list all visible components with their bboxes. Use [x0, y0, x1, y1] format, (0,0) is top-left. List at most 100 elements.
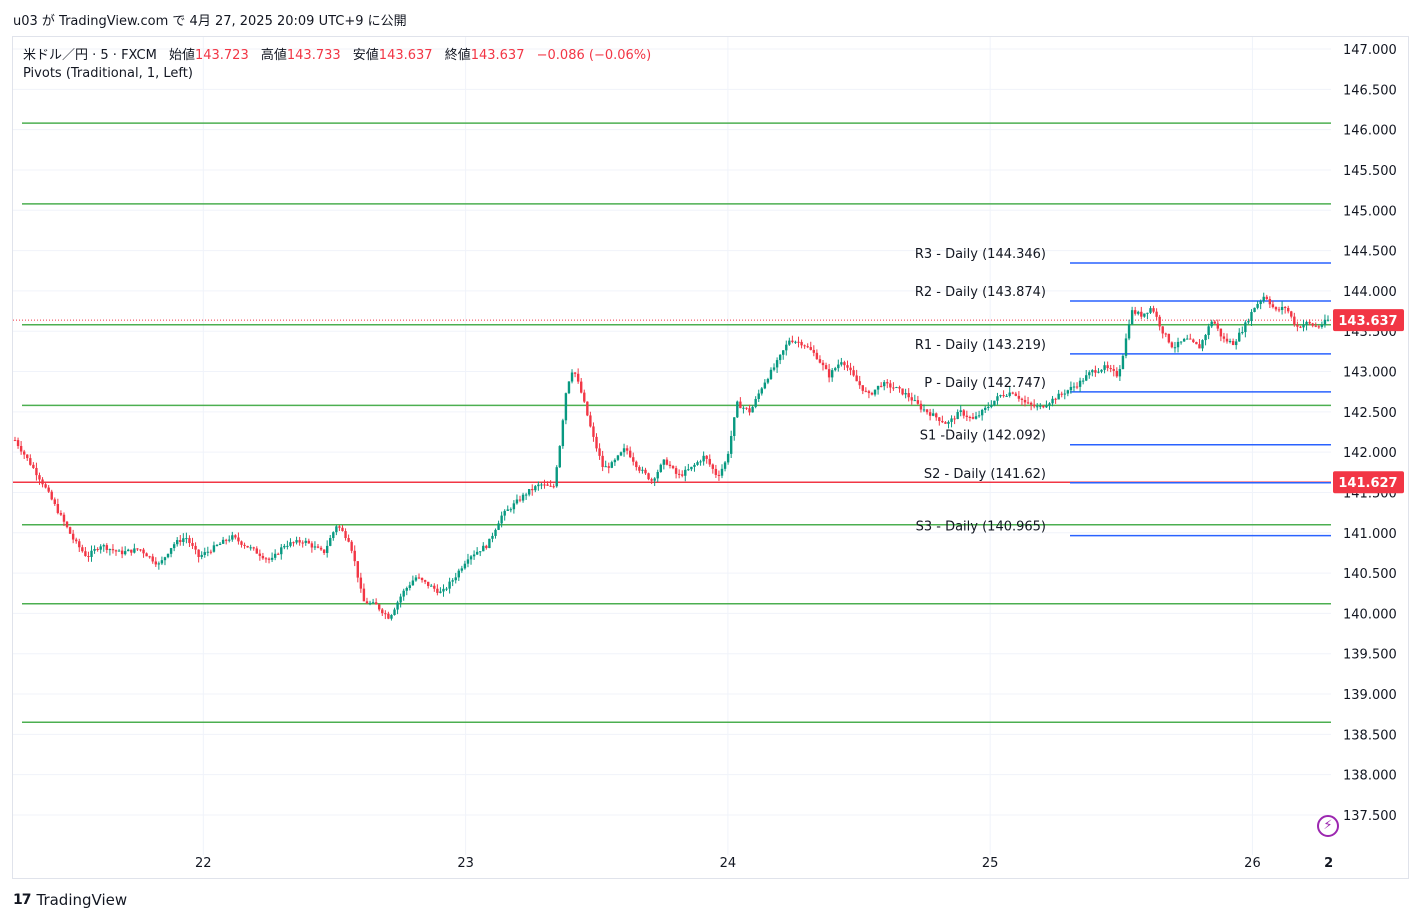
- candle-body: [1225, 338, 1229, 342]
- candle-body: [1036, 406, 1039, 408]
- candle-body: [280, 547, 283, 555]
- candle-body: [1133, 310, 1137, 314]
- candle-body: [1167, 333, 1171, 343]
- candle-body: [846, 365, 849, 368]
- candle-body: [301, 542, 304, 544]
- candle-body: [1075, 386, 1079, 388]
- candle-body: [255, 548, 258, 554]
- candle-body: [44, 484, 47, 488]
- candle-body: [818, 359, 822, 363]
- candle-body: [460, 568, 464, 571]
- candle-body: [384, 613, 387, 615]
- candle-body: [108, 549, 112, 551]
- candle-body: [729, 435, 733, 454]
- candle-body: [99, 546, 102, 550]
- candle-body: [433, 585, 436, 589]
- candle-body: [956, 411, 959, 420]
- candle-body: [466, 559, 470, 564]
- candle-body: [436, 588, 439, 593]
- candle-body: [843, 362, 846, 366]
- lightning-icon[interactable]: ⚡: [1317, 815, 1339, 837]
- candle-body: [736, 401, 739, 418]
- candle-body: [558, 446, 561, 468]
- candle-body: [876, 385, 880, 390]
- candle-body: [580, 381, 583, 393]
- candle-body: [1155, 311, 1158, 317]
- candle-body: [852, 370, 855, 376]
- candle-body: [1192, 339, 1195, 343]
- candle-body: [1005, 395, 1008, 397]
- candle-body: [374, 602, 378, 605]
- candle-body: [708, 458, 711, 465]
- candle-body: [29, 458, 32, 465]
- candle-body: [1280, 306, 1284, 310]
- candle-body: [592, 426, 595, 437]
- candle-body: [1182, 338, 1186, 342]
- x-tick-label: 26: [1244, 856, 1261, 871]
- candle-body: [338, 526, 341, 528]
- candle-body: [791, 340, 794, 343]
- high-label: 高値: [260, 48, 287, 63]
- candle-body: [1106, 365, 1109, 369]
- y-tick-label: 147.000: [1343, 43, 1397, 58]
- candle-body: [494, 529, 497, 536]
- candle-body: [965, 415, 969, 417]
- candle-body: [411, 580, 415, 586]
- candle-body: [524, 494, 528, 496]
- candle-body: [405, 588, 408, 591]
- candle-body: [625, 448, 629, 451]
- candle-body: [1314, 325, 1317, 327]
- candle-body: [145, 553, 148, 557]
- candle-body: [463, 563, 467, 569]
- candle-body: [751, 406, 754, 413]
- candle-body: [742, 407, 745, 409]
- candle-body: [176, 540, 179, 545]
- y-tick-label: 143.000: [1343, 366, 1397, 381]
- candle-body: [1296, 324, 1299, 327]
- candle-body: [1048, 403, 1051, 406]
- candle-body: [1137, 311, 1140, 314]
- candle-body: [855, 375, 858, 382]
- candle-body: [883, 382, 886, 387]
- candle-body: [396, 602, 399, 610]
- candle-body: [506, 509, 509, 511]
- pivot-label: P - Daily (142.747): [924, 376, 1046, 391]
- candle-body: [607, 466, 610, 468]
- candle-body: [479, 551, 482, 553]
- candle-body: [179, 540, 182, 542]
- candle-body: [1081, 380, 1085, 382]
- close-value: 143.637: [470, 48, 525, 63]
- candle-body: [286, 545, 289, 547]
- y-tick-label: 145.000: [1343, 204, 1397, 219]
- candle-body: [313, 546, 317, 548]
- candle-body: [726, 453, 730, 463]
- candle-body: [371, 602, 375, 604]
- candle-body: [782, 350, 785, 355]
- candle-body: [1032, 404, 1036, 407]
- candle-body: [503, 510, 506, 516]
- candle-body: [1317, 326, 1321, 328]
- candle-body: [984, 407, 987, 410]
- y-tick-label: 139.000: [1343, 688, 1397, 703]
- candle-body: [601, 455, 604, 467]
- candle-body: [1078, 380, 1082, 387]
- candle-body: [760, 388, 763, 394]
- candle-body: [1088, 372, 1091, 376]
- footer-brand[interactable]: 17 TradingView: [13, 891, 127, 909]
- candle-body: [668, 464, 672, 467]
- symbol-label[interactable]: 米ドル／円 · 5 · FXCM: [23, 48, 157, 63]
- candle-body: [1008, 392, 1011, 396]
- candle-body: [821, 362, 825, 366]
- candle-body: [393, 609, 396, 616]
- candle-body: [610, 462, 614, 468]
- candle-body: [185, 538, 188, 540]
- candle-body: [1186, 338, 1189, 340]
- candle-body: [763, 382, 767, 389]
- indicator-label[interactable]: Pivots (Traditional, 1, Left): [23, 66, 193, 81]
- current-price-tag-bg: [1333, 309, 1404, 332]
- candle-body: [448, 581, 451, 589]
- candle-body: [1042, 405, 1045, 408]
- candle-body: [1179, 341, 1183, 343]
- candle-body: [999, 395, 1002, 397]
